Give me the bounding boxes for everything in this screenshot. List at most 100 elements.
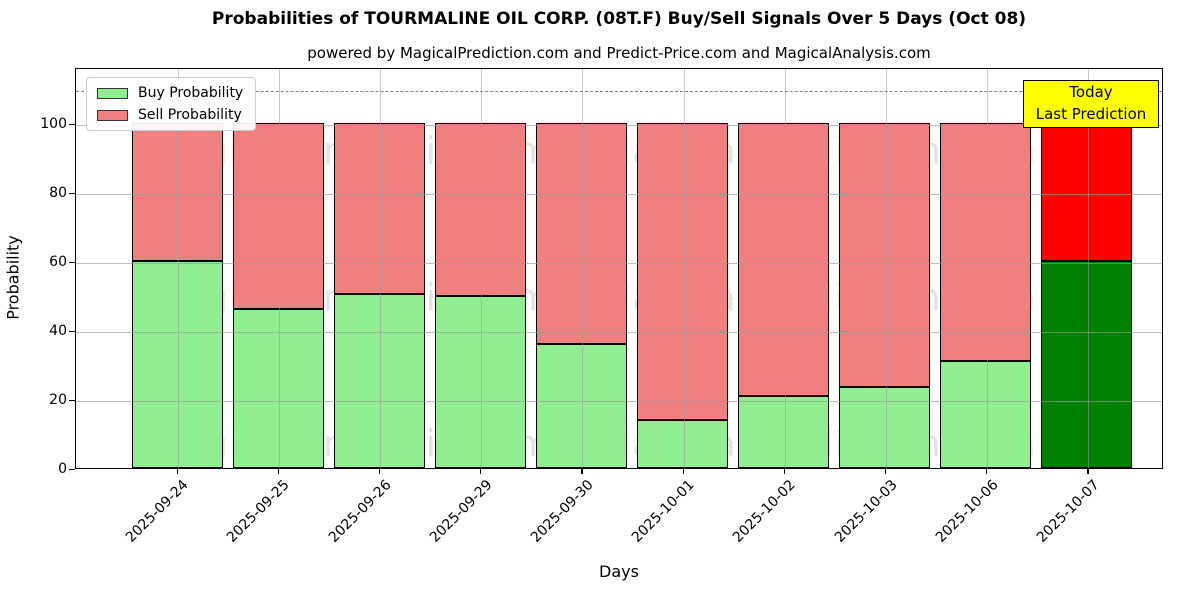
bar-column	[733, 69, 834, 468]
bar-column	[935, 69, 1036, 468]
y-tick-mark	[69, 124, 75, 126]
v-gridline	[278, 69, 280, 468]
sell-segment	[334, 123, 425, 294]
y-axis-label: Probability	[3, 235, 23, 320]
buy-segment	[1041, 261, 1132, 468]
x-tick-label: 2025-10-06	[932, 477, 1002, 546]
bar-column	[1036, 69, 1137, 468]
v-gridline	[987, 69, 989, 468]
threshold-line	[76, 90, 1162, 92]
buy-segment	[334, 293, 425, 468]
x-tick-mark	[480, 469, 482, 474]
x-tick-mark	[277, 469, 280, 474]
y-tick-mark	[69, 400, 75, 402]
y-tick-label: 60	[49, 254, 67, 271]
sell-segment	[435, 123, 526, 296]
y-tick-mark	[69, 262, 75, 264]
sell-segment	[233, 123, 324, 310]
legend-label: Sell Probability	[138, 107, 242, 123]
legend-item: Buy Probability	[97, 85, 243, 101]
stacked-bar-2025-10-02	[738, 123, 829, 468]
x-tick-label: 2025-10-01	[629, 477, 698, 546]
h-gridline	[76, 125, 1162, 127]
annotation-line-today: Today	[1069, 83, 1113, 102]
x-tick-mark	[581, 469, 583, 474]
x-tick-label: 2025-09-25	[224, 477, 294, 546]
y-tick-label: 20	[49, 392, 67, 409]
bar-column	[228, 69, 329, 468]
buy-segment	[233, 309, 324, 468]
x-tick-mark	[379, 469, 381, 474]
sell-segment	[1041, 123, 1132, 262]
stacked-bar-2025-10-06	[940, 123, 1031, 468]
chart-subtitle: powered by MagicalPrediction.com and Pre…	[307, 44, 931, 62]
x-tick-mark	[986, 469, 988, 474]
buy-segment	[637, 419, 728, 468]
bars-container	[76, 69, 1162, 468]
bar-column	[834, 69, 935, 468]
bar-column	[531, 69, 632, 468]
stacked-bar-2025-09-26	[334, 123, 425, 468]
x-tick-label: 2025-09-30	[527, 477, 597, 546]
x-tick-label: 2025-09-26	[325, 477, 395, 546]
v-gridline	[886, 69, 887, 468]
v-gridline	[582, 69, 584, 468]
chart-title: Probabilities of TOURMALINE OIL CORP. (0…	[211, 9, 1027, 29]
stacked-bar-2025-09-25	[233, 123, 324, 468]
v-gridline	[1088, 69, 1090, 468]
legend-swatch	[97, 109, 128, 121]
stacked-bar-2025-09-24	[132, 123, 223, 468]
y-tick-mark	[69, 193, 75, 195]
bar-column	[632, 69, 733, 468]
x-tick-label: 2025-10-02	[730, 477, 800, 546]
x-tick-mark	[885, 469, 887, 474]
x-tick-mark	[783, 469, 786, 474]
stacked-bar-2025-09-30	[536, 123, 627, 468]
annotation-line-last-prediction: Last Prediction	[1035, 105, 1147, 123]
v-gridline	[784, 69, 786, 468]
y-tick-label: 80	[49, 185, 67, 202]
h-gridline	[76, 194, 1162, 196]
sell-segment	[637, 123, 728, 420]
h-gridline	[76, 332, 1162, 334]
buy-segment	[940, 361, 1031, 468]
x-tick-mark	[176, 469, 178, 474]
buy-segment	[435, 295, 526, 468]
buy-segment	[839, 386, 930, 468]
x-tick-label: 2025-09-24	[123, 477, 192, 546]
bar-column	[329, 69, 430, 468]
sell-segment	[738, 123, 829, 396]
legend: Buy Probability Sell Probability	[86, 77, 257, 131]
today-annotation: Today Last Prediction	[1023, 80, 1159, 128]
stacked-bar-2025-10-01	[637, 123, 728, 468]
x-tick-label: 2025-09-29	[426, 477, 496, 546]
x-tick-label: 2025-10-03	[831, 477, 901, 546]
x-axis-label: Days	[599, 562, 639, 581]
y-tick-mark	[69, 331, 75, 333]
h-gridline	[76, 401, 1162, 403]
y-tick-label: 0	[58, 461, 67, 477]
legend-swatch	[97, 87, 128, 99]
bar-column	[127, 69, 228, 468]
sell-segment	[940, 123, 1031, 362]
v-gridline	[683, 69, 685, 468]
v-gridline	[380, 69, 381, 468]
y-tick-mark	[69, 469, 75, 471]
x-tick-mark	[1087, 469, 1089, 474]
x-tick-label: 2025-10-07	[1033, 477, 1103, 546]
legend-item: Sell Probability	[97, 107, 243, 123]
buy-segment	[132, 261, 223, 468]
y-tick-label: 40	[49, 323, 67, 340]
x-tick-mark	[682, 469, 684, 474]
legend-label: Buy Probability	[138, 85, 244, 101]
buy-segment	[738, 395, 829, 468]
sell-segment	[536, 123, 627, 344]
v-gridline	[481, 69, 483, 468]
y-tick-label: 100	[40, 116, 67, 133]
bar-column	[430, 69, 531, 468]
sell-segment	[132, 123, 223, 262]
sell-segment	[839, 123, 930, 387]
v-gridline	[177, 69, 179, 468]
stacked-bar-2025-10-03	[839, 123, 930, 468]
